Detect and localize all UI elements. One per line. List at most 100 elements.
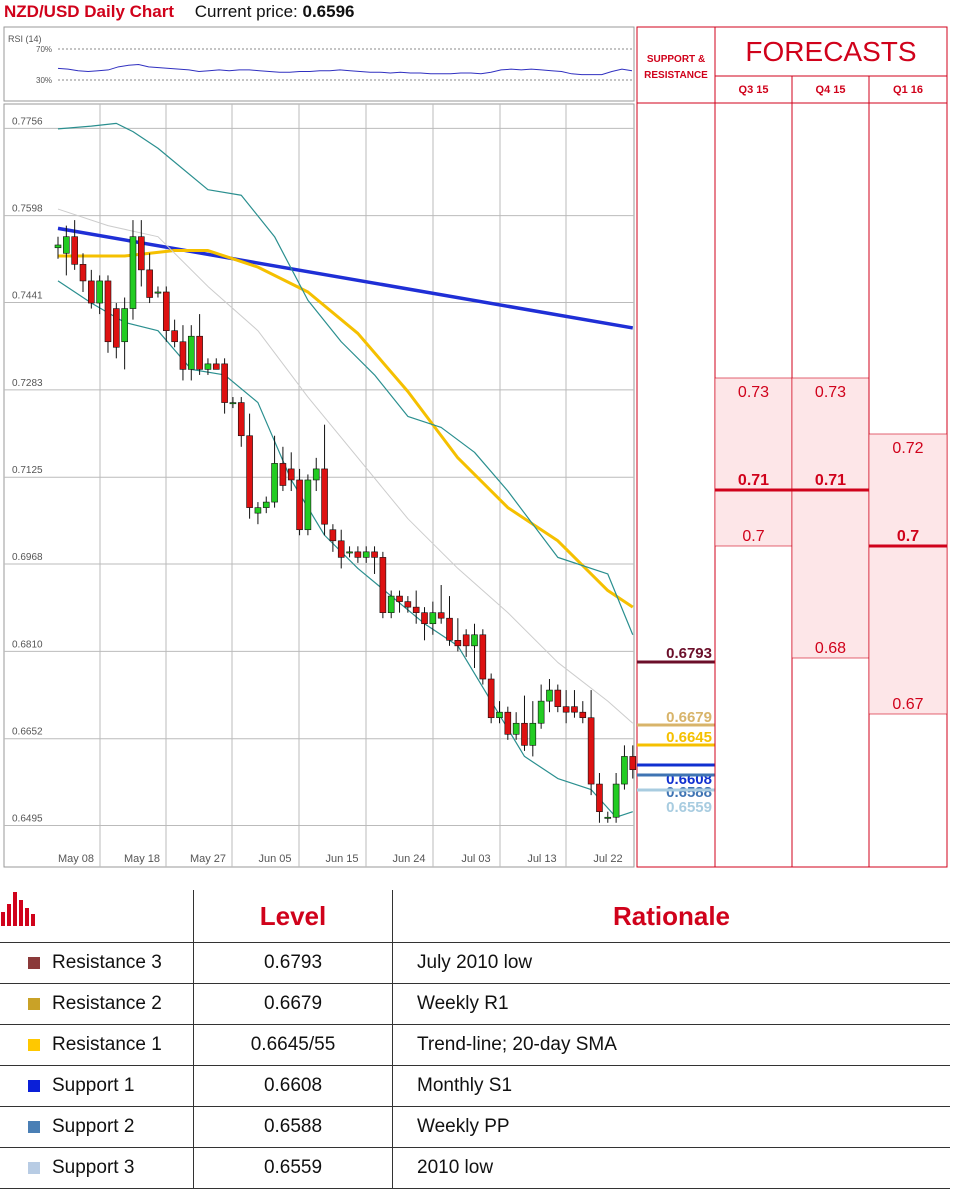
candle-body-up	[54, 244, 62, 249]
level-rationale: Monthly S1	[392, 1065, 950, 1107]
candle	[546, 679, 553, 713]
candle	[571, 690, 578, 718]
rsi-level-70: 70%	[36, 45, 52, 54]
candle-body-down	[279, 463, 287, 486]
candle	[479, 629, 487, 685]
candle	[79, 253, 87, 292]
level-name-cell: Resistance 3	[0, 942, 194, 984]
candle-body-up	[362, 551, 370, 558]
y-tick-label: 0.7598	[12, 204, 43, 215]
level-color-swatch	[28, 1162, 40, 1174]
forecast-column-header: Q4 15	[816, 84, 846, 96]
candle-body-up	[429, 612, 437, 625]
candle-body-down	[421, 612, 428, 625]
candle-body-down	[579, 711, 587, 719]
candle	[138, 220, 145, 287]
candle	[254, 502, 262, 525]
candle-body-up	[387, 595, 395, 613]
level-name-cell: Resistance 1	[0, 1024, 194, 1066]
candle	[404, 596, 412, 613]
rsi-frame	[3, 26, 635, 102]
candle-body-down	[79, 264, 87, 282]
candle	[246, 413, 253, 519]
candle-body-down	[237, 402, 245, 437]
table-row: Support 1 0.6608 Monthly S1	[0, 1065, 950, 1107]
candle	[121, 297, 128, 370]
candle-body-down	[162, 291, 170, 331]
candle	[362, 546, 370, 563]
candle	[604, 811, 612, 823]
forecast-range-box	[868, 433, 948, 715]
level-name: Resistance 1	[52, 1034, 162, 1055]
candle-body-down	[596, 783, 603, 813]
forecasts-panel: FORECASTS Q3 15 0.73 0.71 0.7 Q4 15 0.73 0.71 0…	[714, 26, 948, 868]
candle	[54, 236, 62, 259]
candle-body-up	[229, 402, 237, 405]
candle	[387, 590, 395, 619]
candle-body-down	[379, 557, 387, 613]
y-tick-label: 0.6652	[12, 727, 43, 738]
forecasts-title: FORECASTS	[745, 36, 916, 67]
candle	[462, 629, 470, 657]
indicator-lines	[57, 122, 634, 818]
x-tick-label: May 18	[124, 853, 160, 865]
candle-body-up	[621, 756, 628, 785]
candle-body-up	[529, 722, 537, 746]
level-name-cell: Support 3	[0, 1147, 194, 1189]
candle	[187, 325, 195, 381]
level-name: Support 3	[52, 1157, 135, 1178]
candle-body-down	[437, 612, 445, 619]
candle-body-up	[121, 308, 128, 343]
candle	[346, 546, 353, 558]
candle-body-down	[562, 706, 570, 713]
candle-body-up	[604, 816, 612, 819]
table-row: Resistance 2 0.6679 Weekly R1	[0, 983, 950, 1025]
forecast-high-label: 0.72	[892, 440, 923, 457]
candle	[537, 684, 545, 729]
candle-body-down	[446, 617, 453, 641]
level-rationale: Weekly R1	[392, 983, 950, 1025]
candle	[454, 618, 462, 652]
level-name-cell: Support 2	[0, 1106, 194, 1148]
candle	[296, 468, 303, 536]
candle-body-up	[537, 700, 545, 724]
forecast-column-header: Q1 16	[893, 84, 923, 96]
candle	[587, 690, 595, 796]
candle	[329, 524, 337, 552]
candle	[621, 745, 628, 790]
table-header-level: Level	[193, 890, 393, 943]
level-color-swatch	[28, 998, 40, 1010]
candle-body-down	[337, 540, 345, 558]
candle-body-up	[304, 479, 312, 531]
forecast-column-header: Q3 15	[739, 84, 769, 96]
y-tick-label: 0.6810	[12, 639, 43, 650]
x-tick-label: Jun 15	[325, 853, 358, 865]
candle-body-down	[146, 269, 153, 298]
sr-frame	[636, 26, 716, 868]
chart-header: NZD/USD Daily Chart Current price: 0.659…	[4, 0, 354, 24]
candle-body-up	[496, 711, 503, 719]
indicator-line-bb-lower	[57, 280, 633, 818]
level-name: Support 1	[52, 1075, 135, 1096]
table-header-icon-cell	[0, 890, 194, 943]
candle-body-down	[138, 236, 145, 271]
forecast-high-label: 0.73	[815, 384, 846, 401]
table-header-rationale: Rationale	[392, 890, 950, 943]
level-value: 0.6645/55	[193, 1024, 393, 1066]
x-tick-label: Jul 13	[527, 853, 556, 865]
candle-body-down	[246, 435, 253, 508]
sr-level-label: 0.6559	[666, 799, 712, 816]
forecast-range-box	[714, 377, 793, 547]
candle-body-down	[454, 640, 462, 647]
indicator-line-sma200	[57, 226, 634, 330]
candle	[204, 358, 212, 375]
candle-body-down	[321, 468, 328, 525]
candle	[262, 496, 270, 514]
candle	[88, 269, 95, 309]
candle	[196, 314, 203, 375]
rsi-level-30: 30%	[36, 76, 52, 85]
candle-body-up	[254, 507, 262, 514]
candle-body-down	[212, 363, 220, 370]
candle-body-up	[129, 236, 137, 309]
level-name: Resistance 2	[52, 993, 162, 1014]
